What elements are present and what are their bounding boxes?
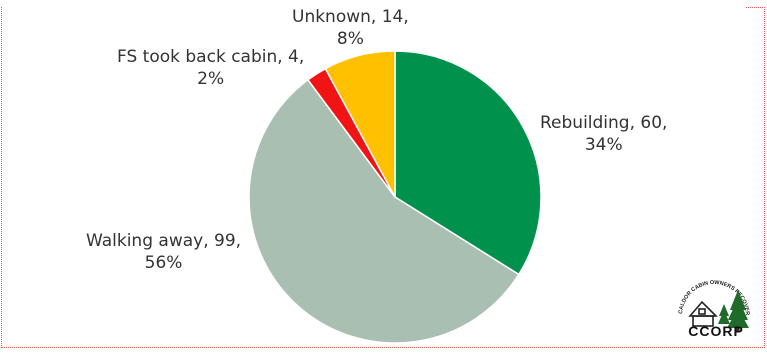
pie-slice-unknown	[324, 50, 396, 198]
label-fs-took-back-line1: FS took back cabin, 4,	[117, 47, 305, 67]
pie-slice-walking-away	[248, 78, 520, 344]
label-rebuilding: Rebuilding, 60, 34%	[540, 112, 667, 156]
label-unknown-percent: 8%	[336, 29, 364, 49]
label-rebuilding-percent: 34%	[584, 135, 623, 155]
logo-wordmark: CCORP	[688, 323, 744, 339]
label-fs-took-back: FS took back cabin, 4, 2%	[117, 46, 304, 90]
label-fs-took-back-percent: 2%	[197, 69, 225, 89]
slide-border	[1, 7, 765, 348]
label-walking-away: Walking away, 99, 56%	[86, 230, 241, 274]
pie-slice-rebuilding	[394, 50, 542, 276]
label-walking-away-line1: Walking away, 99,	[86, 231, 242, 251]
cabin-icon	[688, 300, 718, 327]
slide-border-top	[746, 7, 765, 8]
ccorp-logo: CALDOR CABIN OWNERS RECOVERY PROJECT	[672, 264, 750, 332]
label-unknown: Unknown, 14, 8%	[292, 6, 409, 50]
pine-tree-icon	[718, 290, 749, 332]
label-unknown-line1: Unknown, 14,	[292, 7, 409, 27]
label-walking-away-percent: 56%	[144, 253, 183, 273]
label-rebuilding-line1: Rebuilding, 60,	[540, 113, 668, 133]
